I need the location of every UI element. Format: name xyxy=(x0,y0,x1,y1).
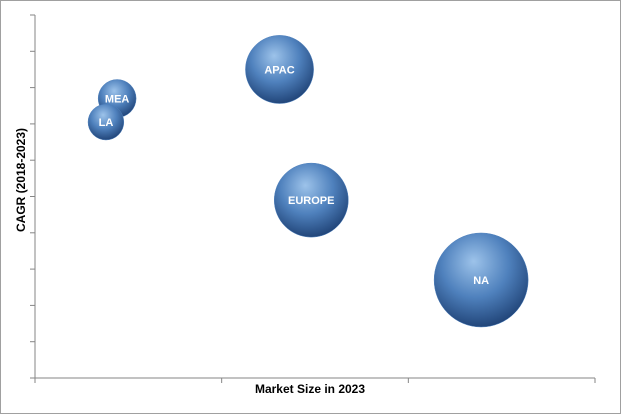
bubble-label: EUROPE xyxy=(288,195,334,207)
x-axis-title: Market Size in 2023 xyxy=(255,382,365,396)
bubble xyxy=(245,35,314,104)
bubble-label: MEA xyxy=(105,93,130,105)
bubble xyxy=(433,232,529,328)
bubble-label: LA xyxy=(99,117,114,129)
bubble-label: NA xyxy=(473,275,489,287)
bubble xyxy=(87,103,125,141)
bubble-label: APAC xyxy=(264,64,294,76)
y-axis-title: CAGR (2018-2023) xyxy=(14,128,28,232)
bubble xyxy=(274,162,349,238)
